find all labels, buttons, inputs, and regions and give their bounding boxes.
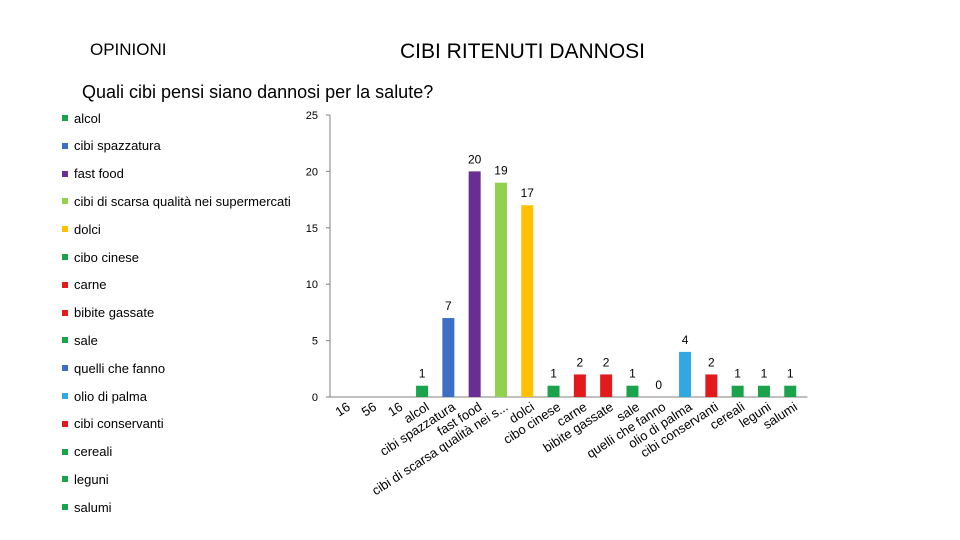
legend-label: cibi di scarsa qualità nei supermercati [74, 193, 291, 209]
legend-item: salumi [62, 499, 112, 515]
legend-item: cibi di scarsa qualità nei supermercati [62, 193, 291, 209]
y-tick-label: 20 [306, 166, 318, 178]
legend-swatch [62, 142, 68, 149]
data-label: 20 [468, 152, 482, 166]
legend-item: carne [62, 277, 107, 293]
data-label: 4 [682, 333, 689, 347]
legend-label: salumi [74, 499, 112, 515]
legend-item: cibi conservanti [62, 416, 164, 432]
bar [416, 385, 429, 397]
legend-label: sale [74, 332, 98, 348]
legend-item: fast food [62, 166, 124, 182]
bar [468, 171, 481, 397]
y-tick-label: 5 [312, 336, 318, 348]
category-label: 56 [359, 399, 379, 419]
legend-swatch [62, 198, 68, 205]
legend-item: alcol [62, 110, 101, 126]
legend-swatch [62, 115, 68, 121]
bar [521, 205, 534, 397]
data-label: 19 [494, 164, 508, 178]
legend-label: fast food [74, 166, 124, 182]
legend-label: cibi conservanti [74, 416, 164, 432]
bar [784, 385, 797, 397]
bar [705, 374, 718, 397]
y-tick-label: 10 [306, 279, 318, 291]
legend-swatch [62, 476, 68, 483]
bar [573, 374, 586, 397]
legend-item: sale [62, 332, 98, 348]
legend-label: carne [74, 277, 107, 293]
legend-swatch [62, 226, 68, 233]
category-label: 16 [332, 399, 352, 419]
data-label: 1 [787, 367, 794, 381]
legend-item: cibo cinese [62, 249, 139, 265]
chart-title: Quali cibi pensi siano dannosi per la sa… [82, 82, 434, 102]
data-label: 2 [577, 355, 584, 369]
data-label: 0 [655, 378, 662, 392]
legend-item: bibite gassate [62, 305, 154, 321]
legend-item: dolci [62, 221, 101, 237]
bar [494, 182, 507, 397]
legend-item: cibi spazzatura [62, 138, 161, 154]
category-label: 16 [385, 399, 405, 419]
bar [547, 385, 560, 397]
legend-label: quelli che fanno [74, 360, 166, 376]
legend-label: dolci [74, 221, 101, 237]
legend-swatch [62, 420, 68, 427]
bar [626, 385, 639, 397]
data-label: 17 [521, 186, 535, 200]
data-label: 1 [550, 367, 557, 381]
legend-item: cereali [62, 444, 112, 460]
data-label: 1 [761, 367, 768, 381]
legend-swatch [62, 170, 68, 177]
y-tick-label: 0 [312, 392, 318, 404]
bar [757, 385, 770, 397]
data-label: 1 [629, 367, 636, 381]
data-label: 1 [419, 367, 426, 381]
legend-label: cereali [74, 444, 113, 460]
legend-label: olio di palma [74, 388, 147, 404]
y-tick-label: 15 [306, 223, 318, 235]
legend-label: bibite gassate [74, 305, 155, 321]
legend-item: olio di palma [62, 388, 147, 404]
bar [731, 385, 744, 397]
header-right-title: CIBI RITENUTI DANNOSI [400, 40, 646, 63]
bar [600, 374, 613, 397]
legend-swatch [62, 448, 68, 455]
bar [442, 318, 455, 397]
legend-swatch [62, 254, 68, 260]
legend-label: cibi spazzatura [74, 138, 161, 154]
legend-item: leguni [62, 471, 109, 487]
legend-swatch [62, 281, 68, 288]
legend-item: quelli che fanno [62, 360, 165, 376]
data-label: 2 [603, 355, 610, 369]
legend-swatch [62, 309, 68, 316]
data-label: 1 [734, 367, 741, 381]
legend-swatch [62, 393, 68, 399]
header-left-title: OPINIONI [90, 40, 167, 59]
legend-swatch [62, 365, 68, 372]
data-label: 7 [445, 299, 452, 313]
data-label: 2 [708, 355, 715, 369]
legend-label: leguni [74, 471, 109, 487]
legend-label: alcol [74, 110, 101, 126]
legend-swatch [62, 337, 68, 344]
y-tick-label: 25 [306, 110, 318, 122]
legend-swatch [62, 504, 68, 511]
legend-label: cibo cinese [74, 249, 140, 265]
bar [679, 351, 692, 397]
